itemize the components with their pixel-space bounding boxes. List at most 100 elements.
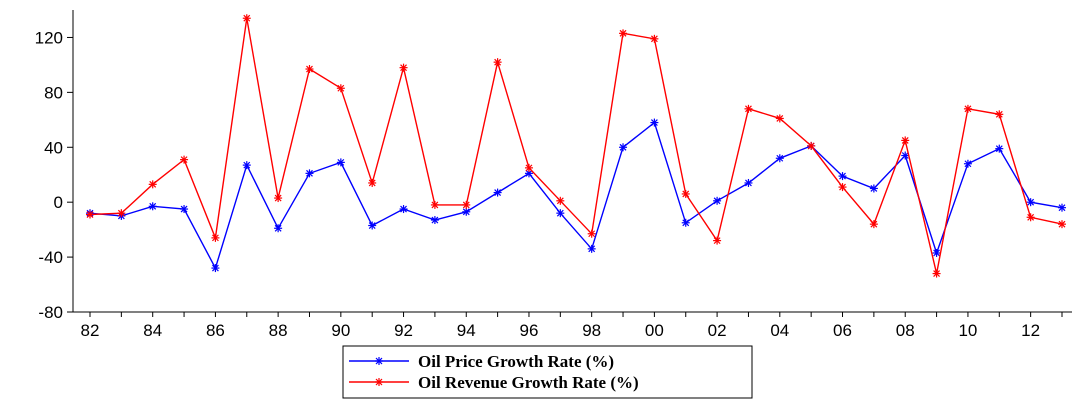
data-point [869, 184, 878, 193]
x-tick-label: 88 [269, 321, 288, 340]
data-point [869, 220, 878, 229]
data-point [211, 233, 220, 242]
data-point [650, 118, 659, 127]
data-point [274, 224, 283, 233]
data-point [901, 151, 910, 160]
data-point [619, 143, 628, 152]
data-point [807, 141, 816, 150]
data-point [524, 163, 533, 172]
y-tick-label: -80 [38, 303, 63, 322]
data-point [148, 202, 157, 211]
x-tick-label: 84 [143, 321, 162, 340]
data-point [493, 58, 502, 67]
legend-label: Oil Revenue Growth Rate (%) [418, 373, 639, 392]
data-point [180, 205, 189, 214]
x-axis-ticks: 82 84 86 88 90 92 94 96 98 00 02 04 06 08 10 12 [81, 312, 1063, 340]
data-point [399, 205, 408, 214]
data-point [932, 248, 941, 257]
data-point [838, 183, 847, 192]
data-point [274, 194, 283, 203]
data-point [713, 196, 722, 205]
legend-item: Oil Revenue Growth Rate (%) [349, 373, 639, 392]
data-point [901, 136, 910, 145]
series-line [89, 121, 1063, 270]
x-tick-label: 04 [770, 321, 789, 340]
x-tick-label: 06 [833, 321, 852, 340]
data-point [556, 209, 565, 218]
data-point [650, 34, 659, 43]
data-point [117, 209, 126, 218]
x-tick-label: 86 [206, 321, 225, 340]
data-point [713, 236, 722, 245]
data-point [963, 159, 972, 168]
y-tick-label: 80 [44, 83, 63, 102]
data-point [211, 264, 220, 273]
data-point [587, 229, 596, 238]
data-point [1058, 220, 1066, 229]
data-point [368, 221, 377, 230]
data-point [336, 158, 345, 167]
data-point [775, 154, 784, 163]
x-tick-label: 00 [645, 321, 664, 340]
x-tick-label: 90 [331, 321, 350, 340]
data-point [242, 14, 251, 23]
legend-item: Oil Price Growth Rate (%) [349, 352, 614, 371]
x-tick-label: 98 [582, 321, 601, 340]
data-point [775, 114, 784, 123]
series-line [89, 18, 1063, 274]
data-point [744, 178, 753, 187]
y-tick-label: -40 [38, 248, 63, 267]
data-point [430, 216, 439, 225]
series-oil-revenue [86, 14, 1066, 278]
y-tick-label: 120 [35, 28, 63, 47]
data-point [305, 65, 314, 74]
y-tick-label: 0 [54, 193, 63, 212]
data-point [744, 104, 753, 113]
data-point [430, 200, 439, 209]
x-tick-label: 10 [958, 321, 977, 340]
data-point [1058, 203, 1066, 212]
data-point [462, 200, 471, 209]
data-point [838, 172, 847, 181]
data-point [524, 169, 533, 178]
data-point [1026, 213, 1035, 222]
legend-label: Oil Price Growth Rate (%) [418, 352, 614, 371]
legend-marker [375, 357, 383, 365]
data-point [932, 269, 941, 278]
series-layer [86, 14, 1066, 278]
data-point [681, 218, 690, 227]
x-tick-label: 94 [457, 321, 476, 340]
data-point [681, 189, 690, 198]
x-tick-label: 82 [81, 321, 100, 340]
data-point [493, 188, 502, 197]
data-point [1026, 198, 1035, 207]
series-oil-price [86, 118, 1066, 273]
x-tick-label: 08 [896, 321, 915, 340]
data-point [399, 63, 408, 72]
data-point [556, 196, 565, 205]
data-point [242, 161, 251, 170]
data-point [305, 169, 314, 178]
legend-items: Oil Price Growth Rate (%) Oil Revenue Gro… [349, 352, 639, 392]
legend-marker [375, 378, 383, 386]
x-tick-label: 02 [708, 321, 727, 340]
x-tick-label: 96 [520, 321, 539, 340]
data-point [619, 29, 628, 38]
data-point [180, 155, 189, 164]
data-point [462, 207, 471, 216]
data-point [587, 244, 596, 253]
data-point [995, 144, 1004, 153]
x-tick-label: 12 [1021, 321, 1040, 340]
legend: Oil Price Growth Rate (%) Oil Revenue Gro… [342, 345, 753, 399]
y-tick-label: 40 [44, 138, 63, 157]
legend-box [342, 345, 753, 399]
data-point [963, 104, 972, 113]
data-point [995, 110, 1004, 119]
y-axis-ticks: -80 -40 0 40 80 120 [35, 28, 73, 322]
data-point [336, 84, 345, 93]
data-point [86, 210, 94, 219]
plot-area: -80 -40 0 40 80 120 82 84 86 88 90 92 94 96 98 00 02 04 0… [35, 10, 1072, 340]
x-tick-label: 92 [394, 321, 413, 340]
data-point [368, 178, 377, 187]
